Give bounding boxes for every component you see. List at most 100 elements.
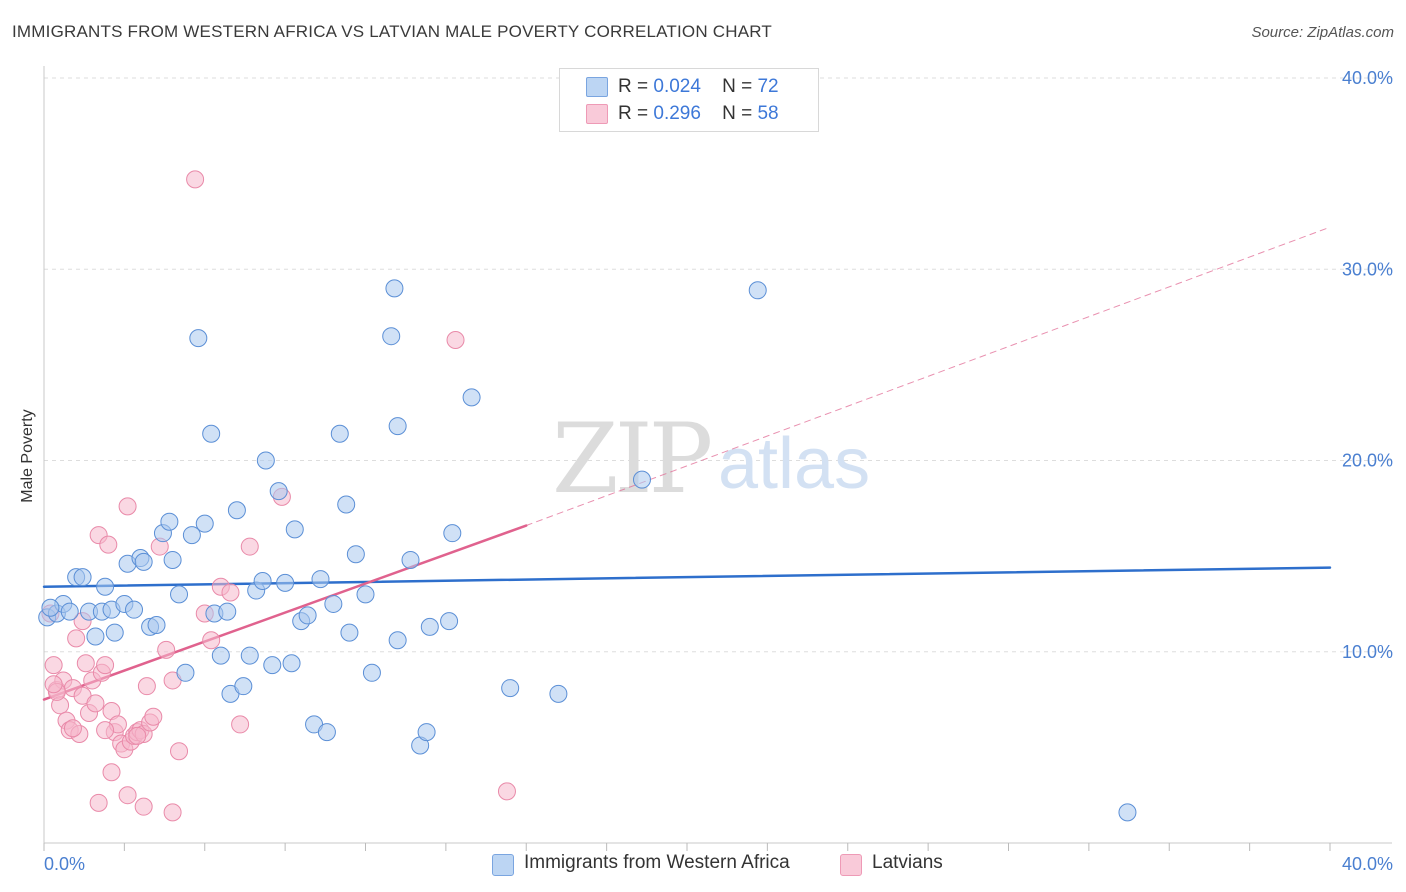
legend-swatch-pink	[586, 104, 608, 124]
western-africa-point	[234, 677, 253, 696]
western-africa-point	[73, 568, 92, 587]
western-africa-point	[340, 623, 359, 642]
western-africa-point	[176, 663, 195, 682]
western-africa-point	[317, 723, 336, 742]
bottom-legend-label-blue: Immigrants from Western Africa	[524, 852, 790, 873]
western-africa-point	[356, 585, 375, 604]
latvians-point	[170, 742, 189, 761]
western-africa-point	[282, 654, 301, 673]
source-label: Source: ZipAtlas.com	[1251, 24, 1394, 41]
western-africa-point	[147, 615, 166, 634]
western-africa-point	[182, 526, 201, 545]
western-africa-point	[253, 571, 272, 590]
western-africa-point	[549, 684, 568, 703]
watermark-atlas: atlas	[718, 424, 870, 504]
latvians-point	[102, 763, 121, 782]
legend-swatch-blue	[586, 77, 608, 97]
western-africa-point	[227, 501, 246, 520]
western-africa-point	[105, 623, 124, 642]
western-africa-point	[170, 585, 189, 604]
western-africa-point	[346, 545, 365, 564]
bottom-legend-label-pink: Latvians	[872, 852, 943, 873]
latvians-point	[231, 715, 250, 734]
western-africa-point	[160, 512, 179, 531]
western-africa-point	[417, 723, 436, 742]
tick-labels: 10.0% 20.0% 30.0% 40.0% 0.0% 40.0%	[44, 68, 1393, 874]
western-africa-point	[134, 552, 153, 571]
latvians-point	[63, 719, 82, 738]
y-tick-label: 10.0%	[1342, 642, 1393, 662]
western-africa-point	[311, 570, 330, 589]
legend-n-label: N =	[722, 103, 753, 124]
western-africa-point	[385, 279, 404, 298]
latvians-points	[41, 170, 516, 822]
latvians-point	[240, 537, 259, 556]
western-africa-point	[298, 606, 317, 625]
western-africa-point	[240, 646, 259, 665]
latvians-point	[446, 331, 465, 350]
western-africa-point	[202, 424, 221, 443]
legend-n-value-blue: 72	[757, 76, 779, 97]
legend-text-pink: R = 0.296 N = 58	[618, 103, 779, 125]
latvians-point	[76, 654, 95, 673]
western-africa-points	[38, 279, 1137, 822]
western-africa-point	[86, 627, 105, 646]
watermark: ZIP atlas	[552, 403, 870, 515]
western-africa-point	[362, 663, 381, 682]
latvians-point	[157, 640, 176, 659]
latvians-point	[89, 793, 108, 812]
western-africa-point	[96, 577, 115, 596]
y-tick-label: 20.0%	[1342, 451, 1393, 471]
latvians-point	[202, 631, 221, 650]
legend: R = 0.024 N = 72 R = 0.296 N = 58	[559, 68, 819, 132]
axes	[43, 66, 1392, 851]
western-africa-point	[276, 573, 295, 592]
latvians-point	[128, 726, 147, 745]
western-africa-point	[748, 281, 767, 300]
latvians-point	[163, 803, 182, 822]
y-tick-label: 30.0%	[1342, 259, 1393, 279]
latvians-point	[67, 629, 86, 648]
western-africa-point	[462, 388, 481, 407]
trend-line	[525, 226, 1331, 527]
western-africa-point	[163, 550, 182, 569]
western-africa-point	[330, 424, 349, 443]
latvians-point	[144, 707, 163, 726]
latvians-point	[186, 170, 205, 189]
latvians-point	[96, 656, 115, 675]
western-africa-point	[324, 594, 343, 613]
latvians-point	[221, 583, 240, 602]
legend-text-blue: R = 0.024 N = 72	[618, 76, 779, 98]
watermark-zip: ZIP	[552, 403, 711, 515]
latvians-point	[86, 694, 105, 713]
western-africa-point	[189, 329, 208, 348]
legend-n-value-pink: 58	[757, 103, 779, 124]
latvians-point	[118, 786, 137, 805]
grid-lines	[44, 77, 1392, 653]
western-africa-point	[420, 617, 439, 636]
legend-r-label: R =	[618, 103, 649, 124]
western-africa-point	[41, 598, 60, 617]
y-tick-label: 40.0%	[1342, 68, 1393, 88]
western-africa-point	[285, 520, 304, 539]
western-africa-point	[269, 482, 288, 501]
western-africa-point	[263, 656, 282, 675]
western-africa-point	[443, 524, 462, 543]
x-tick-label: 40.0%	[1342, 854, 1393, 874]
western-africa-point	[440, 612, 459, 631]
legend-n-label: N =	[722, 76, 753, 97]
latvians-point	[137, 677, 156, 696]
western-africa-point	[501, 679, 520, 698]
latvians-point	[99, 535, 118, 554]
western-africa-point	[382, 327, 401, 346]
western-africa-point	[256, 451, 275, 470]
bottom-legend-swatch-pink	[840, 854, 862, 876]
latvians-point	[118, 497, 137, 516]
legend-r-label: R =	[618, 76, 649, 97]
western-africa-point	[211, 646, 230, 665]
latvians-point	[96, 721, 115, 740]
trend-line	[42, 566, 1332, 588]
latvians-point	[497, 782, 516, 801]
trend-line	[42, 524, 528, 701]
